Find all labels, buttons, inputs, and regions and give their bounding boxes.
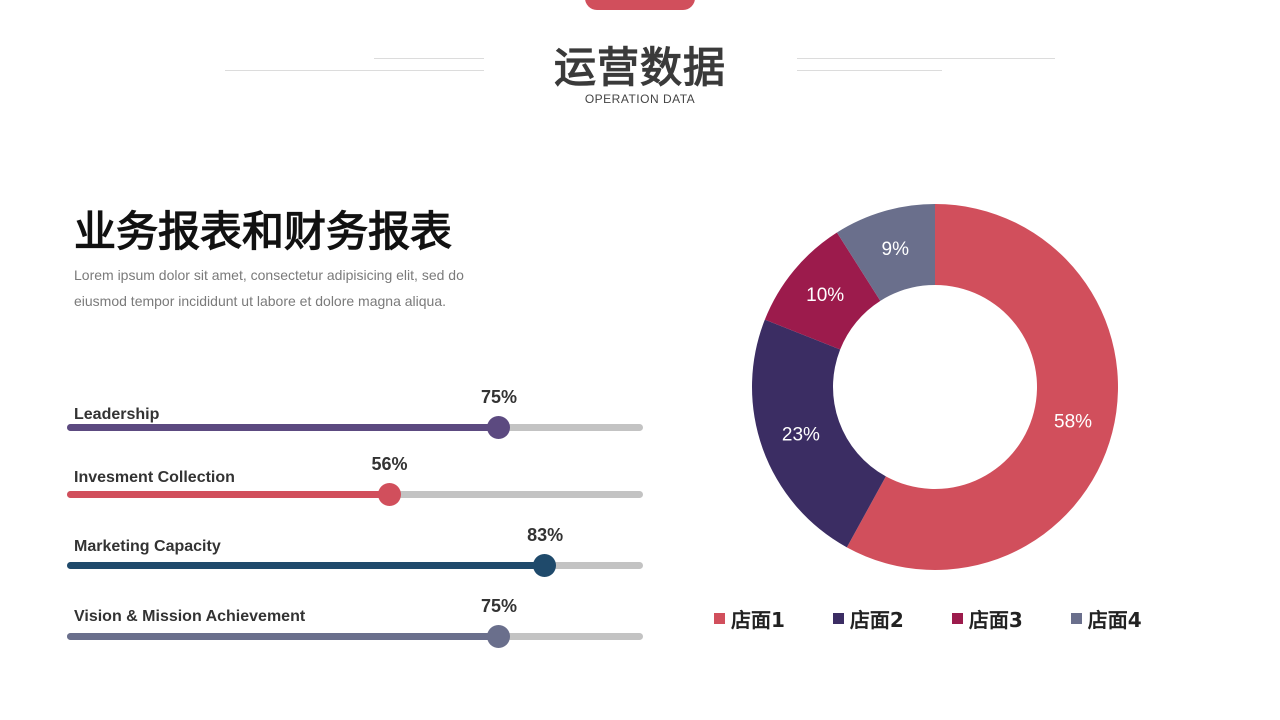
header-rule-left-upper bbox=[374, 58, 484, 59]
donut-slice bbox=[846, 204, 1118, 570]
top-accent-tab bbox=[585, 0, 695, 10]
legend-label: 店面1 bbox=[731, 608, 785, 632]
progress-track-leadership: 75% bbox=[67, 387, 643, 439]
legend-swatch bbox=[1070, 613, 1082, 624]
header-rule-right-lower bbox=[797, 70, 942, 71]
donut-slice-label: 58% bbox=[1054, 411, 1092, 432]
progress-value: 75% bbox=[480, 387, 518, 407]
legend-swatch bbox=[832, 613, 844, 624]
legend-item-store-2[interactable]: 店面2 bbox=[832, 604, 904, 633]
progress-track-marketing: 83% bbox=[67, 525, 643, 577]
donut-slice bbox=[836, 204, 935, 301]
section-title: 业务报表和财务报表 bbox=[74, 207, 453, 256]
progress-fill bbox=[67, 633, 499, 640]
donut-slice-label: 9% bbox=[882, 239, 910, 260]
donut-slice bbox=[752, 319, 886, 548]
legend-label: 店面4 bbox=[1087, 608, 1142, 632]
progress-label-vision: Vision & Mission Achievement bbox=[74, 608, 306, 625]
progress-bars: Leadership 75% Invesment Collection 56% … bbox=[67, 387, 643, 648]
legend-item-store-4[interactable]: 店面4 bbox=[1070, 604, 1142, 633]
header-rule-right-upper bbox=[797, 58, 1055, 59]
legend-swatch bbox=[951, 613, 963, 624]
donut-slice bbox=[764, 232, 881, 350]
progress-knob[interactable] bbox=[487, 625, 510, 648]
donut-slice-label: 23% bbox=[782, 424, 820, 445]
progress-label-leadership: Leadership bbox=[74, 406, 160, 423]
progress-value: 83% bbox=[527, 525, 564, 545]
legend-item-store-1[interactable]: 店面1 bbox=[714, 604, 785, 633]
legend-label: 店面3 bbox=[968, 608, 1023, 632]
progress-fill bbox=[67, 491, 390, 498]
progress-fill bbox=[67, 424, 499, 431]
progress-label-marketing: Marketing Capacity bbox=[74, 538, 221, 555]
legend-label: 店面2 bbox=[849, 608, 904, 632]
donut-slice-label: 10% bbox=[806, 285, 844, 306]
progress-track-vision: 75% bbox=[67, 596, 643, 648]
progress-value: 75% bbox=[480, 596, 518, 616]
progress-knob[interactable] bbox=[487, 416, 510, 439]
description-line-1: Lorem ipsum dolor sit amet, consectetur … bbox=[74, 267, 464, 283]
page-subtitle: OPERATION DATA bbox=[584, 92, 696, 106]
progress-label-investment: Invesment Collection bbox=[74, 469, 235, 486]
progress-value: 56% bbox=[371, 454, 408, 474]
section-description: Lorem ipsum dolor sit amet, consectetur … bbox=[74, 262, 504, 314]
legend-swatch bbox=[714, 613, 725, 624]
donut-chart: 58% 23% 10% 9% bbox=[752, 204, 1118, 570]
progress-knob[interactable] bbox=[377, 483, 401, 506]
chart-legend: 店面1 店面2 店面3 店面4 bbox=[714, 604, 1142, 633]
description-line-2: eiusmod tempor incididunt ut labore et d… bbox=[74, 293, 447, 309]
legend-item-store-3[interactable]: 店面3 bbox=[951, 604, 1023, 633]
header-rule-left-lower bbox=[225, 70, 484, 71]
progress-knob[interactable] bbox=[533, 554, 557, 577]
page-title: 运营数据 bbox=[553, 43, 726, 92]
progress-track-investment: 56% bbox=[67, 454, 643, 506]
progress-fill bbox=[67, 562, 546, 569]
